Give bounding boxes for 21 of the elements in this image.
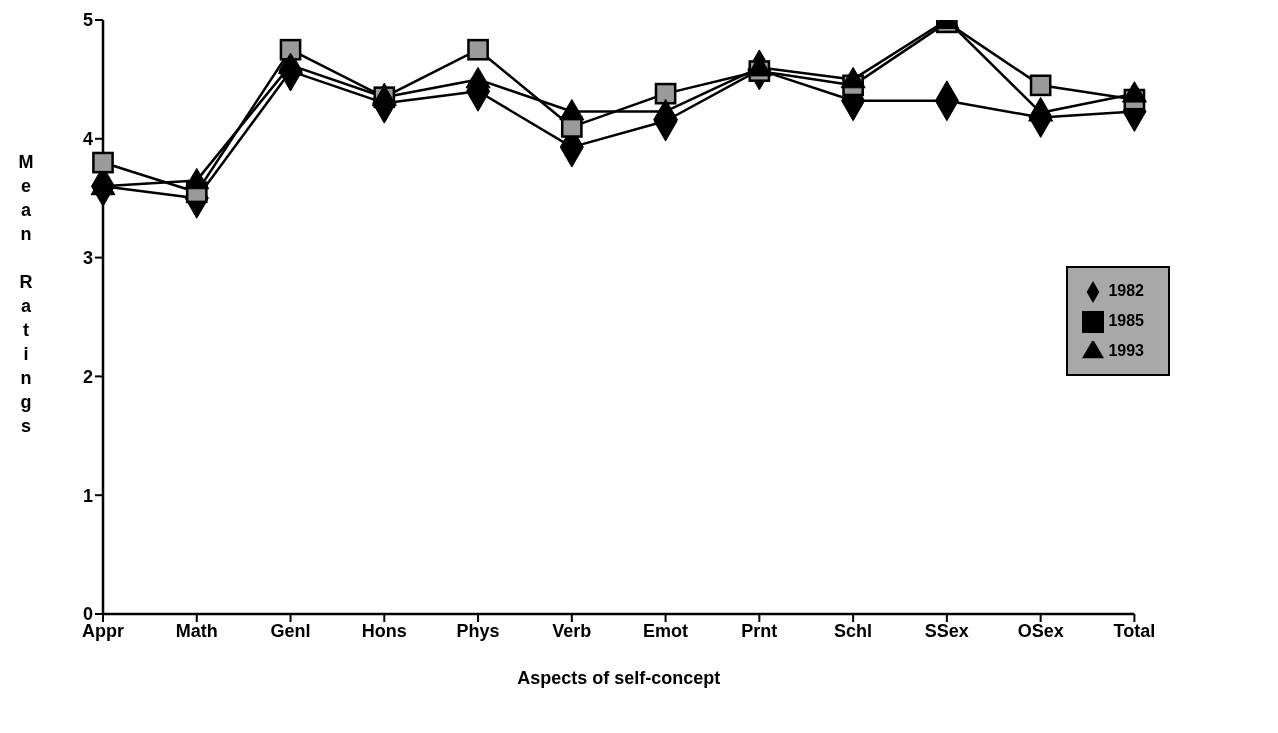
x-tick-label: Genl	[270, 620, 311, 641]
y-tick-label: 1	[82, 485, 93, 506]
legend-label: 1982	[1108, 282, 1144, 299]
x-tick-label: Emot	[643, 620, 689, 641]
x-tick-label: Hons	[361, 620, 407, 641]
legend-label: 1993	[1108, 342, 1144, 359]
x-tick-label: Math	[175, 620, 218, 641]
x-tick-label: Total	[1113, 620, 1156, 641]
x-axis-title: Aspects of self-concept	[517, 668, 721, 688]
x-tick-label: Prnt	[741, 620, 778, 641]
y-tick-label: 4	[82, 129, 93, 150]
y-tick-label: 5	[82, 10, 93, 31]
x-tick-label: Phys	[456, 620, 500, 641]
x-tick-label: OSex	[1017, 620, 1064, 641]
x-tick-label: SSex	[924, 620, 969, 641]
legend-label: 1985	[1108, 312, 1144, 329]
text: Mean Ratings	[18, 152, 34, 436]
x-tick-label: Schl	[834, 620, 873, 641]
y-tick-label: 3	[82, 247, 93, 268]
y-tick-label: 2	[82, 366, 93, 387]
x-tick-label: Verb	[552, 620, 592, 641]
